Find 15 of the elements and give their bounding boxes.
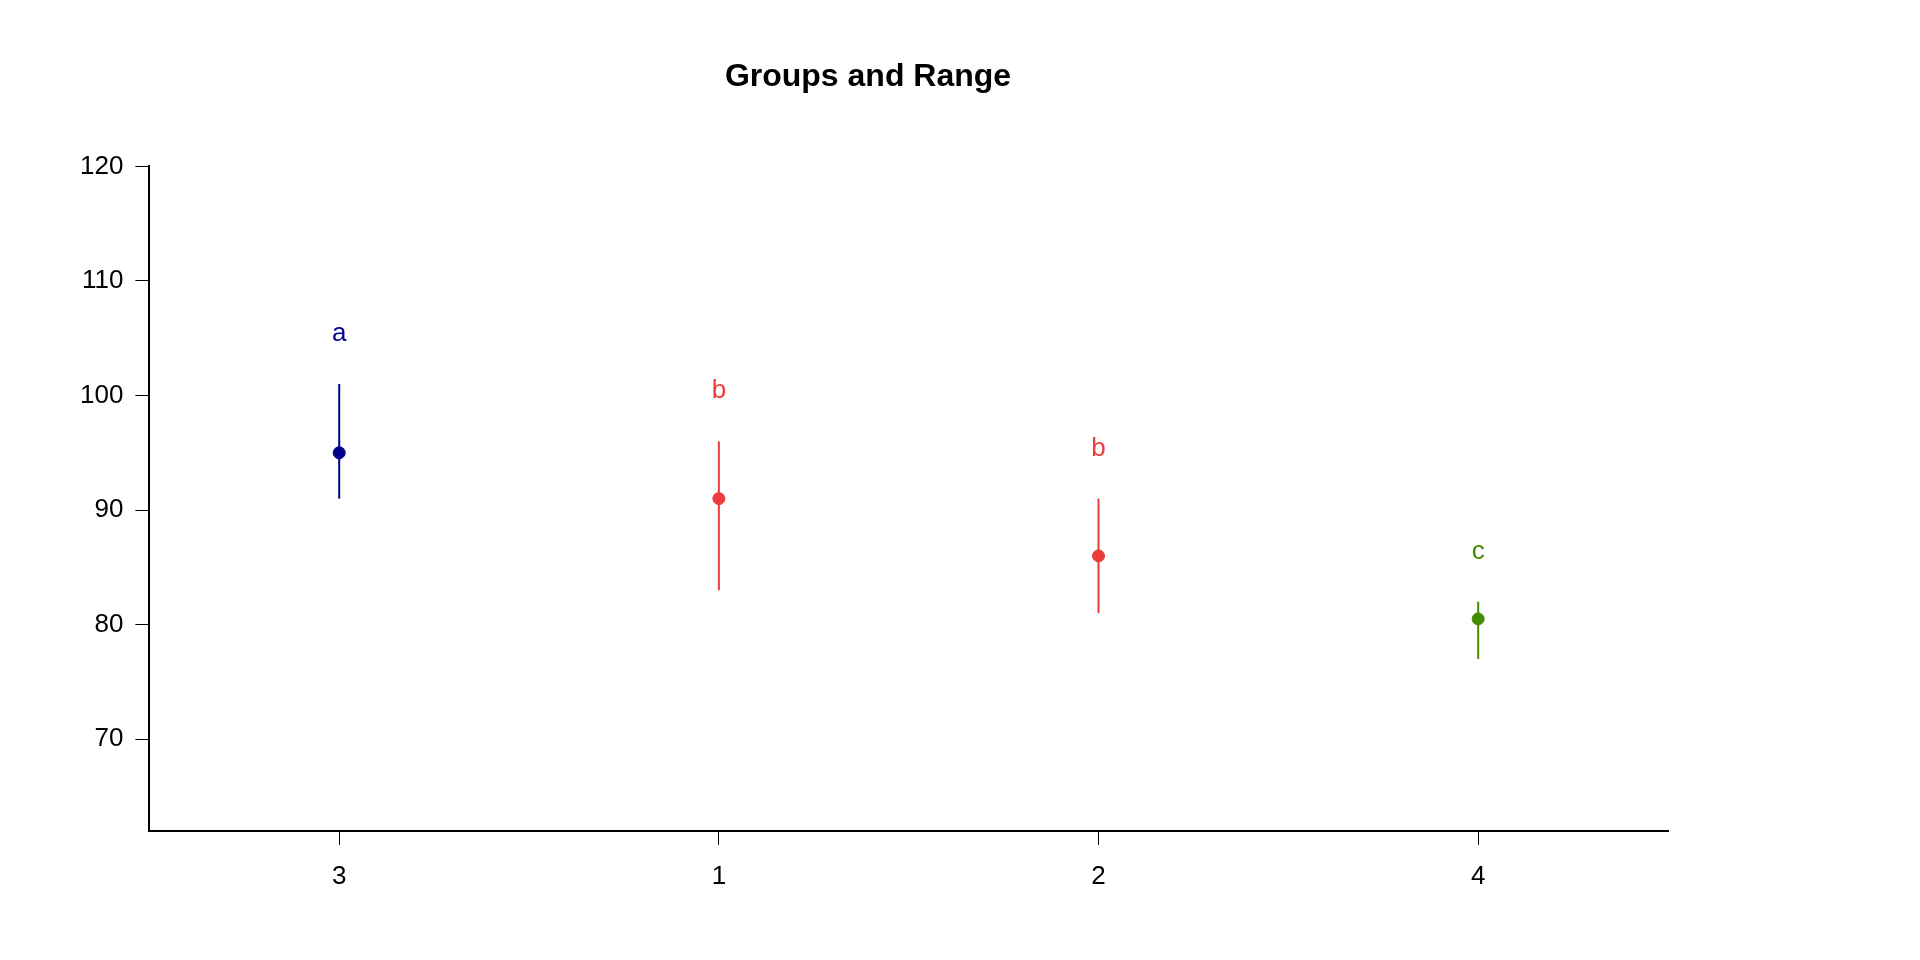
y-tick-label: 120 — [79, 149, 124, 180]
y-tick-label: 90 — [94, 493, 124, 524]
chart-title: Groups and Range — [724, 57, 1012, 94]
y-tick-label: 100 — [79, 378, 124, 409]
y-tick-label: 70 — [94, 722, 124, 753]
x-tick-label: 4 — [1470, 859, 1486, 890]
annotation: b — [711, 374, 727, 405]
x-tick-label: 1 — [711, 859, 727, 890]
x-tick-label: 3 — [331, 859, 347, 890]
x-tick-label: 2 — [1091, 859, 1106, 890]
y-tick-label: 80 — [94, 607, 124, 638]
annotation: a — [331, 317, 347, 348]
annotation: c — [1471, 534, 1485, 565]
annotation: b — [1091, 431, 1106, 462]
y-tick-label: 110 — [81, 264, 124, 295]
